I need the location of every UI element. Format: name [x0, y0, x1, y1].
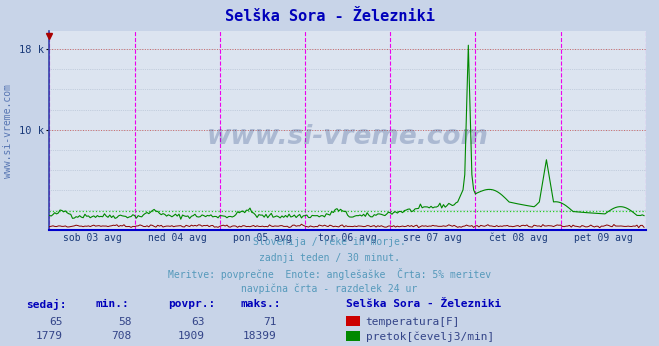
Text: 18399: 18399 [243, 331, 277, 342]
Text: Selška Sora - Železniki: Selška Sora - Železniki [346, 299, 501, 309]
Text: Selška Sora - Železniki: Selška Sora - Železniki [225, 9, 434, 24]
Text: navpična črta - razdelek 24 ur: navpična črta - razdelek 24 ur [241, 283, 418, 293]
Text: Slovenija / reke in morje.: Slovenija / reke in morje. [253, 237, 406, 247]
Text: Meritve: povprečne  Enote: anglešaške  Črta: 5% meritev: Meritve: povprečne Enote: anglešaške Črt… [168, 268, 491, 280]
Text: 71: 71 [264, 317, 277, 327]
Text: www.si-vreme.com: www.si-vreme.com [207, 124, 488, 149]
Text: 1909: 1909 [177, 331, 204, 342]
Text: 63: 63 [191, 317, 204, 327]
Text: sedaj:: sedaj: [26, 299, 67, 310]
Text: maks.:: maks.: [241, 299, 281, 309]
Text: 708: 708 [111, 331, 132, 342]
Text: temperatura[F]: temperatura[F] [366, 317, 460, 327]
Text: povpr.:: povpr.: [168, 299, 215, 309]
Text: www.si-vreme.com: www.si-vreme.com [3, 84, 13, 179]
Text: 65: 65 [49, 317, 63, 327]
Text: zadnji teden / 30 minut.: zadnji teden / 30 minut. [259, 253, 400, 263]
Text: pretok[čevelj3/min]: pretok[čevelj3/min] [366, 331, 494, 342]
Text: min.:: min.: [96, 299, 129, 309]
Text: 1779: 1779 [36, 331, 63, 342]
Text: 58: 58 [119, 317, 132, 327]
